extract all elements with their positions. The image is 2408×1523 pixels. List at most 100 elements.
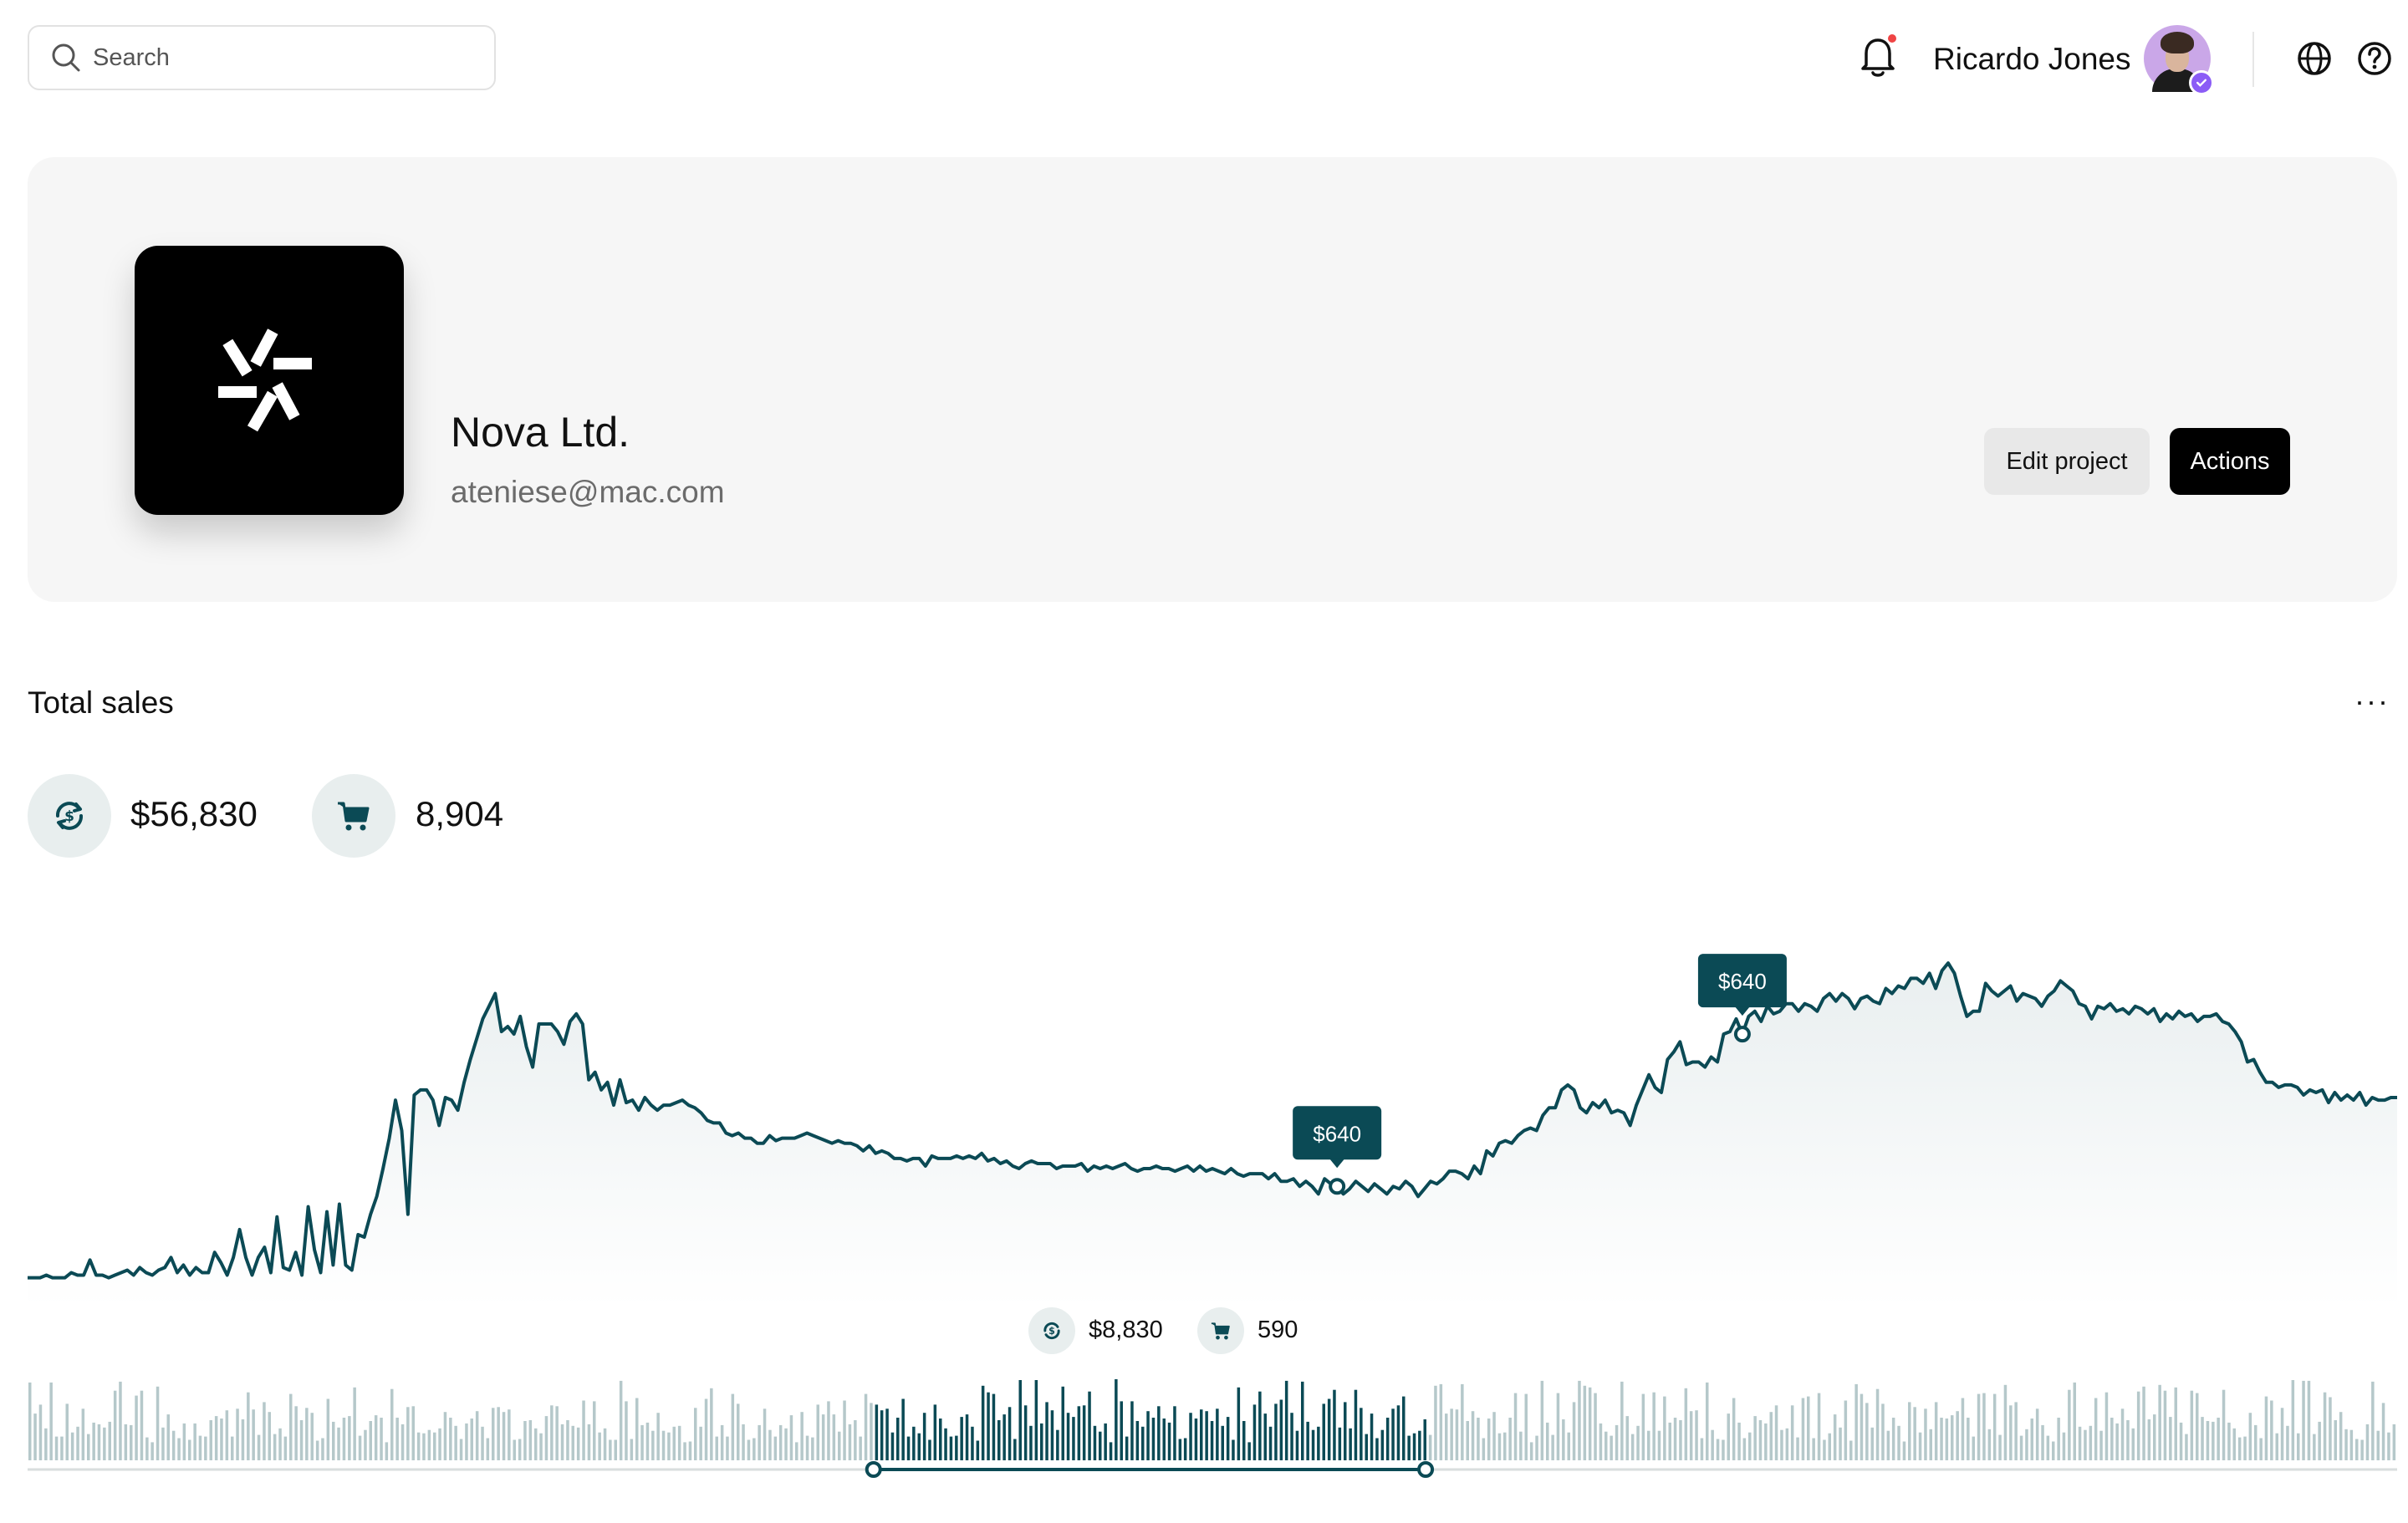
- volume-bar: [699, 1426, 702, 1460]
- volume-bar: [1790, 1405, 1794, 1460]
- volume-bar: [2237, 1437, 2242, 1460]
- volume-bar: [60, 1436, 64, 1460]
- sales-area: [28, 963, 2397, 1308]
- volume-bar: [1385, 1418, 1390, 1460]
- volume-bar: [166, 1414, 170, 1460]
- volume-bar: [843, 1400, 846, 1460]
- volume-bar: [1801, 1398, 1805, 1460]
- volume-bar: [864, 1393, 868, 1460]
- volume-bar: [576, 1427, 580, 1460]
- volume-bar: [140, 1390, 144, 1460]
- volume-bar: [800, 1412, 804, 1460]
- volume-bar: [2222, 1389, 2226, 1460]
- volume-bar: [789, 1415, 793, 1460]
- volume-bar: [406, 1407, 410, 1460]
- volume-bar: [656, 1413, 660, 1460]
- volume-bar: [1535, 1435, 1538, 1460]
- volume-bar: [263, 1402, 266, 1460]
- globe-icon[interactable]: [2296, 40, 2333, 77]
- volume-bar: [1695, 1410, 1698, 1460]
- volume-bar: [1881, 1403, 1885, 1460]
- volume-bar: [2302, 1380, 2305, 1460]
- volume-bar: [1753, 1416, 1757, 1460]
- volume-bar: [661, 1430, 666, 1460]
- volume-bar: [965, 1414, 969, 1460]
- volume-bar: [875, 1404, 879, 1460]
- volume-bar: [1284, 1380, 1288, 1460]
- volume-bar: [906, 1436, 911, 1460]
- peak-point[interactable]: [1733, 1026, 1751, 1043]
- bell-icon[interactable]: [1856, 33, 1900, 80]
- volume-bar: [1839, 1427, 1842, 1460]
- volume-bar: [2099, 1430, 2103, 1460]
- volume-bar: [342, 1418, 346, 1460]
- volume-bar: [1918, 1432, 1922, 1460]
- volume-bar: [2329, 1397, 2332, 1460]
- volume-bar: [289, 1393, 293, 1460]
- sales-chart[interactable]: $640 $640: [0, 853, 2408, 1488]
- volume-bar: [1599, 1423, 1603, 1460]
- volume-bar: [390, 1388, 394, 1460]
- volume-bar: [1130, 1401, 1134, 1460]
- volume-bar: [193, 1423, 196, 1460]
- volume-bar: [1082, 1405, 1086, 1460]
- volume-bar: [1056, 1429, 1059, 1460]
- volume-bar: [257, 1434, 261, 1460]
- volume-bar: [231, 1436, 234, 1460]
- volume-bar: [49, 1382, 53, 1460]
- volume-bar: [1210, 1421, 1214, 1460]
- volume-bar: [688, 1441, 692, 1460]
- volume-bar: [1295, 1430, 1299, 1460]
- volume-bar: [1706, 1382, 1709, 1460]
- volume-bar: [1578, 1380, 1581, 1460]
- volume-bar: [763, 1408, 767, 1460]
- project-name: Nova Ltd.: [451, 409, 630, 456]
- volume-bar: [1673, 1418, 1677, 1460]
- volume-bar: [1247, 1442, 1251, 1460]
- volume-bar: [2068, 1389, 2071, 1460]
- volume-bar: [731, 1393, 735, 1460]
- peak-point[interactable]: [1329, 1178, 1346, 1195]
- volume-bar: [1610, 1435, 1613, 1460]
- selection-orders-icon: [1197, 1307, 1244, 1354]
- volume-bar: [997, 1420, 1001, 1460]
- volume-bar: [1146, 1411, 1150, 1460]
- volume-bar: [1844, 1400, 1848, 1460]
- volume-bar: [198, 1435, 202, 1460]
- volume-bar: [2041, 1424, 2044, 1460]
- volume-bar: [587, 1424, 591, 1460]
- volume-bar: [635, 1398, 639, 1460]
- edit-project-button[interactable]: Edit project: [1984, 428, 2150, 495]
- volume-bar: [2355, 1439, 2359, 1460]
- volume-bar: [1370, 1413, 1374, 1460]
- volume-bar: [2227, 1422, 2231, 1460]
- volume-bar: [683, 1442, 686, 1460]
- volume-bar: [2248, 1413, 2252, 1460]
- volume-bar: [241, 1419, 245, 1460]
- volume-bar: [571, 1425, 574, 1460]
- search-input[interactable]: [91, 43, 479, 73]
- help-icon[interactable]: [2356, 40, 2393, 77]
- volume-bar: [2009, 1405, 2013, 1460]
- volume-bar: [593, 1401, 596, 1460]
- volume-bar: [2179, 1422, 2183, 1460]
- actions-button[interactable]: Actions: [2170, 428, 2290, 495]
- range-handle-start[interactable]: [865, 1461, 882, 1478]
- volume-bar: [1519, 1431, 1523, 1460]
- volume-bar: [97, 1424, 101, 1460]
- volume-bar: [1972, 1436, 1975, 1460]
- volume-bar: [1034, 1380, 1038, 1460]
- volume-bar: [955, 1435, 958, 1460]
- volume-bar: [513, 1439, 516, 1460]
- volume-bar: [1503, 1432, 1507, 1460]
- range-handle-end[interactable]: [1417, 1461, 1435, 1478]
- volume-bar: [640, 1424, 644, 1460]
- volume-bar: [742, 1424, 745, 1460]
- volume-bar: [348, 1416, 351, 1460]
- volume-bar: [358, 1435, 362, 1460]
- volume-bar: [315, 1440, 319, 1460]
- more-horizontal-icon[interactable]: ···: [2354, 684, 2390, 718]
- volume-bar: [544, 1416, 548, 1460]
- search-box[interactable]: [28, 25, 496, 90]
- volume-bar: [508, 1409, 511, 1460]
